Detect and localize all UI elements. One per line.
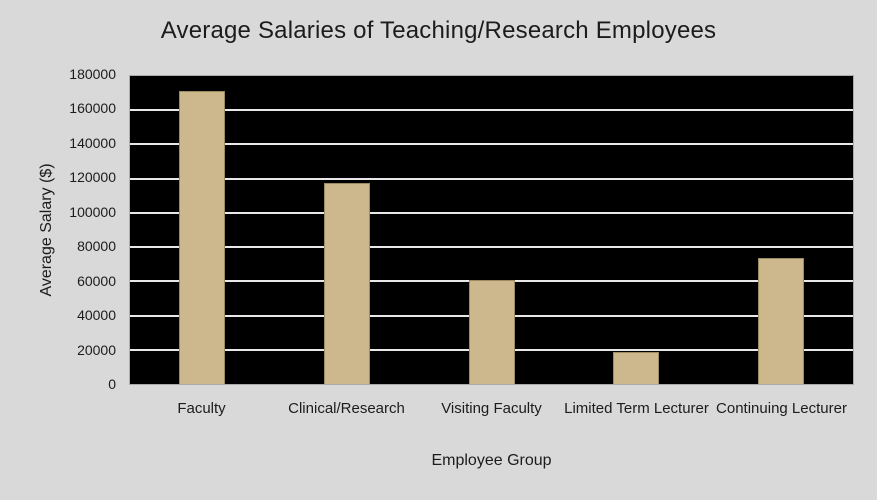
y-tick-label: 140000: [69, 134, 116, 151]
plot-area: [129, 75, 854, 385]
x-tick-label: Clinical/Research: [288, 400, 405, 417]
y-tick-label: 80000: [77, 238, 116, 255]
y-tick-label: 100000: [69, 203, 116, 220]
bar-faculty: [179, 91, 226, 384]
bar-limited-term-lecturer: [613, 352, 660, 384]
gridline: [130, 177, 853, 180]
chart-title: Average Salaries of Teaching/Research Em…: [160, 17, 717, 44]
x-tick-label: Faculty: [177, 400, 226, 417]
gridline: [130, 143, 853, 146]
y-tick-label: 20000: [77, 341, 116, 358]
y-tick-label: 160000: [69, 100, 116, 117]
y-tick-label: 0: [108, 376, 116, 392]
gridline: [130, 246, 853, 249]
y-tick-label: 120000: [69, 169, 116, 186]
x-tick-label: Limited Term Lecturer: [564, 400, 709, 417]
bar-continuing-lecturer: [757, 258, 804, 384]
y-tick-label: 40000: [77, 307, 116, 324]
y-tick-label: 180000: [69, 66, 116, 82]
gridline: [130, 109, 853, 112]
y-axis-tick-labels: 0 20000 40000 60000 80000 100000 120000 140000 1…: [0, 66, 116, 392]
gridline: [130, 211, 853, 214]
y-tick-label: 60000: [77, 272, 116, 289]
x-axis-tick-labels: Faculty Clinical/Research Visiting Faculty…: [129, 398, 854, 446]
x-tick-label: Continuing Lecturer: [716, 400, 847, 417]
bar-visiting-faculty: [468, 279, 515, 384]
bar-clinical-research: [323, 182, 370, 384]
x-tick-label: Visiting Faculty: [441, 400, 542, 417]
x-axis-title: Employee Group: [431, 452, 552, 469]
